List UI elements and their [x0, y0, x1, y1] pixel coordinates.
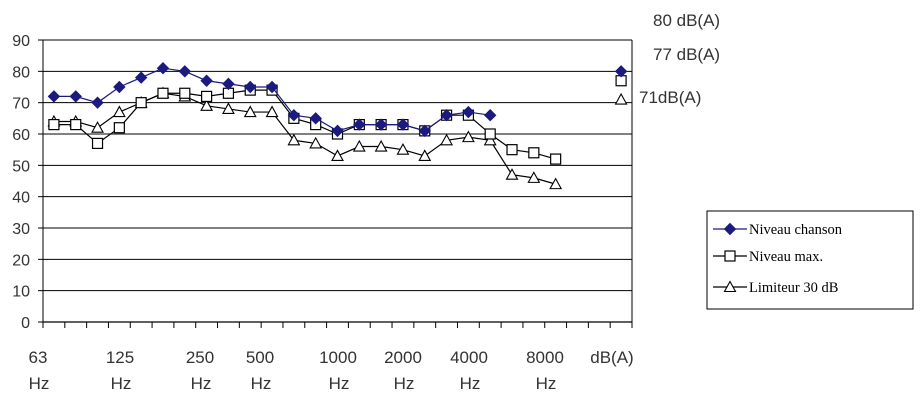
data-point-diamond	[353, 118, 366, 131]
data-point-triangle	[91, 121, 104, 133]
series-line-triangle	[53, 92, 556, 185]
data-point-diamond	[440, 108, 453, 122]
data-point-square	[484, 128, 496, 140]
data-point-diamond	[178, 65, 192, 78]
x-tick-unit: Hz	[191, 374, 212, 393]
legend-label: Niveau chanson	[749, 222, 843, 238]
x-tick-unit: Hz	[536, 374, 557, 393]
data-point-triangle	[418, 149, 432, 161]
data-point-square	[70, 118, 82, 131]
legend-label: Limiteur 30 dB	[749, 280, 838, 296]
data-point-diamond	[91, 96, 104, 109]
data-point-diamond	[200, 74, 213, 87]
x-tick-unit: Hz	[460, 374, 481, 393]
data-point-square	[528, 147, 540, 159]
data-point-triangle	[505, 168, 519, 180]
x-tick-unit: Hz	[111, 374, 132, 393]
data-point-square	[550, 153, 562, 165]
data-point-square	[48, 118, 60, 131]
total-label: 80 dB(A)	[653, 11, 720, 30]
x-tick-label: 2000	[384, 348, 422, 367]
data-point-diamond	[69, 90, 82, 103]
data-point-diamond	[287, 108, 301, 122]
total-point-diamond	[614, 65, 628, 78]
series-line-square	[53, 89, 556, 160]
x-tick-label: 500	[246, 348, 274, 367]
data-point-triangle	[112, 105, 126, 118]
data-point-triangle	[461, 130, 475, 143]
data-point-diamond	[462, 105, 475, 119]
data-point-square	[91, 137, 104, 149]
data-point-square	[157, 87, 169, 99]
data-point-triangle	[352, 139, 366, 152]
x-tick-label: 8000	[526, 348, 564, 367]
data-point-diamond	[483, 108, 497, 122]
y-tick-label: 20	[12, 252, 30, 269]
data-point-square	[179, 87, 191, 99]
x-tick-unit: Hz	[29, 374, 50, 393]
data-point-diamond	[265, 80, 279, 94]
legend-box	[706, 210, 914, 310]
data-point-triangle	[440, 133, 454, 146]
data-point-square	[506, 144, 518, 156]
data-point-diamond	[418, 124, 431, 138]
y-tick-label: 80	[12, 64, 30, 81]
y-tick-label: 70	[12, 96, 30, 113]
data-point-diamond	[374, 118, 388, 131]
data-point-triangle	[549, 177, 563, 190]
x-tick-label: 250	[186, 348, 214, 367]
x-tick-unit: Hz	[394, 374, 415, 393]
legend-label: Niveau max.	[749, 249, 823, 265]
total-label: 71dB(A)	[639, 88, 701, 107]
data-point-diamond	[113, 80, 126, 94]
data-point-diamond	[134, 71, 148, 84]
x-tick-label: 63	[29, 348, 48, 367]
data-point-triangle	[374, 139, 388, 152]
y-tick-label: 30	[12, 221, 30, 238]
data-point-triangle	[331, 149, 344, 161]
x-tick-label: 4000	[450, 348, 488, 367]
data-point-triangle	[309, 136, 323, 149]
data-point-triangle	[483, 133, 497, 146]
data-point-diamond	[309, 112, 322, 125]
legend-marker-diamond	[723, 222, 737, 236]
x-tick-label: 125	[106, 348, 134, 367]
data-point-square	[201, 90, 213, 103]
x-tick-unit: Hz	[251, 374, 272, 393]
data-point-triangle	[287, 133, 301, 146]
y-tick-label: 10	[12, 284, 30, 301]
data-point-triangle	[265, 105, 279, 118]
total-label: 77 dB(A)	[653, 45, 720, 64]
y-tick-label: 50	[12, 158, 30, 175]
data-point-diamond	[331, 124, 344, 138]
data-point-triangle	[243, 105, 257, 118]
data-point-diamond	[47, 90, 61, 103]
data-point-diamond	[156, 61, 170, 75]
x-tick-unit: Hz	[329, 374, 350, 393]
total-point-triangle	[614, 92, 628, 105]
y-tick-label: 40	[12, 190, 30, 207]
y-tick-label: 90	[12, 33, 30, 50]
x-tick-label: 1000	[319, 348, 357, 367]
data-point-diamond	[222, 77, 235, 91]
legend-marker-triangle	[723, 280, 737, 293]
data-point-triangle	[221, 102, 235, 114]
data-point-triangle	[200, 99, 214, 111]
data-point-square	[113, 122, 125, 134]
data-point-triangle	[527, 171, 541, 183]
data-point-diamond	[396, 118, 410, 131]
data-point-diamond	[244, 80, 257, 94]
legend-marker-square	[724, 250, 736, 262]
data-point-triangle	[396, 143, 410, 155]
y-tick-label: 0	[21, 315, 30, 332]
data-point-square	[135, 97, 147, 109]
series-line-diamond	[53, 67, 491, 132]
x-tick-label: dB(A)	[590, 348, 633, 367]
y-tick-label: 60	[12, 127, 30, 144]
